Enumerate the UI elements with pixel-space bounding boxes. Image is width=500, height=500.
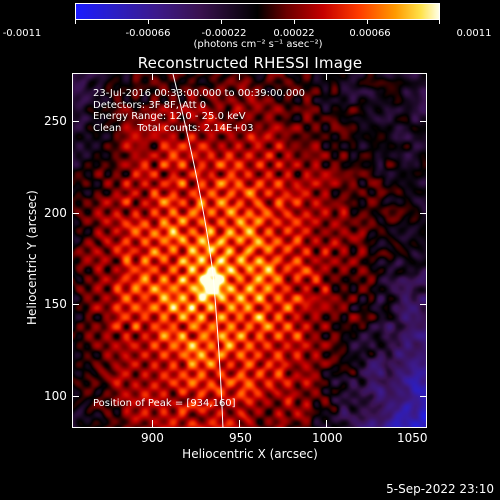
plot-title: Reconstructed RHESSI Image <box>137 54 363 72</box>
y-tick-label: 100 <box>44 389 67 403</box>
colorbar-tick <box>439 19 440 24</box>
colorbar-label: -0.00022 <box>201 28 247 39</box>
x-tick-label: 950 <box>229 431 252 445</box>
y-tick <box>72 396 79 397</box>
info-line-energy: Energy Range: 12.0 - 25.0 keV <box>93 111 246 122</box>
limb-overlay <box>172 74 224 427</box>
y-axis-label: Heliocentric Y (arcsec) <box>25 190 39 325</box>
x-tick-label: 900 <box>141 431 164 445</box>
colorbar-label: -0.00066 <box>125 28 171 39</box>
y-tick-label: 200 <box>44 206 67 220</box>
y-tick <box>420 304 427 305</box>
colorbar-units: (photons cm⁻² s⁻¹ asec⁻²) <box>193 39 323 50</box>
x-tick-label: 1050 <box>397 431 428 445</box>
info-line-time: 23-Jul-2016 00:33:00.000 to 00:39:00.000 <box>93 88 305 99</box>
colorbar <box>75 3 440 20</box>
y-tick <box>420 213 427 214</box>
info-line-counts: Clean Total counts: 2.14E+03 <box>93 123 254 134</box>
image-plot: 23-Jul-2016 00:33:00.000 to 00:39:00.000… <box>72 73 427 428</box>
y-tick <box>420 121 427 122</box>
y-tick-label: 150 <box>44 297 67 311</box>
y-tick <box>72 304 79 305</box>
y-tick-label: 250 <box>44 114 67 128</box>
colorbar-label: -0.0011 <box>2 28 42 39</box>
colorbar-tick <box>221 19 222 24</box>
x-tick <box>239 420 240 427</box>
y-tick <box>420 396 427 397</box>
rhessi-image <box>73 74 426 427</box>
colorbar-tick <box>148 19 149 24</box>
colorbar-tick <box>294 19 295 24</box>
info-line-detectors: Detectors: 3F 8F, Att 0 <box>93 100 207 111</box>
y-tick <box>72 121 79 122</box>
timestamp: 5-Sep-2022 23:10 <box>386 482 494 496</box>
x-tick <box>326 73 327 80</box>
solar-limb-line <box>172 74 224 427</box>
colorbar-label: 0.0011 <box>456 28 492 39</box>
colorbar-label: 0.00022 <box>273 28 315 39</box>
x-tick <box>152 420 153 427</box>
peak-position: Position of Peak = [934,160] <box>93 398 236 409</box>
x-axis-label: Heliocentric X (arcsec) <box>182 447 318 461</box>
colorbar-tick <box>367 19 368 24</box>
colorbar-tick <box>75 19 76 24</box>
x-tick-label: 1000 <box>312 431 343 445</box>
x-tick <box>326 420 327 427</box>
x-tick <box>239 73 240 80</box>
y-tick <box>72 213 79 214</box>
x-tick <box>152 73 153 80</box>
colorbar-label: 0.00066 <box>349 28 391 39</box>
